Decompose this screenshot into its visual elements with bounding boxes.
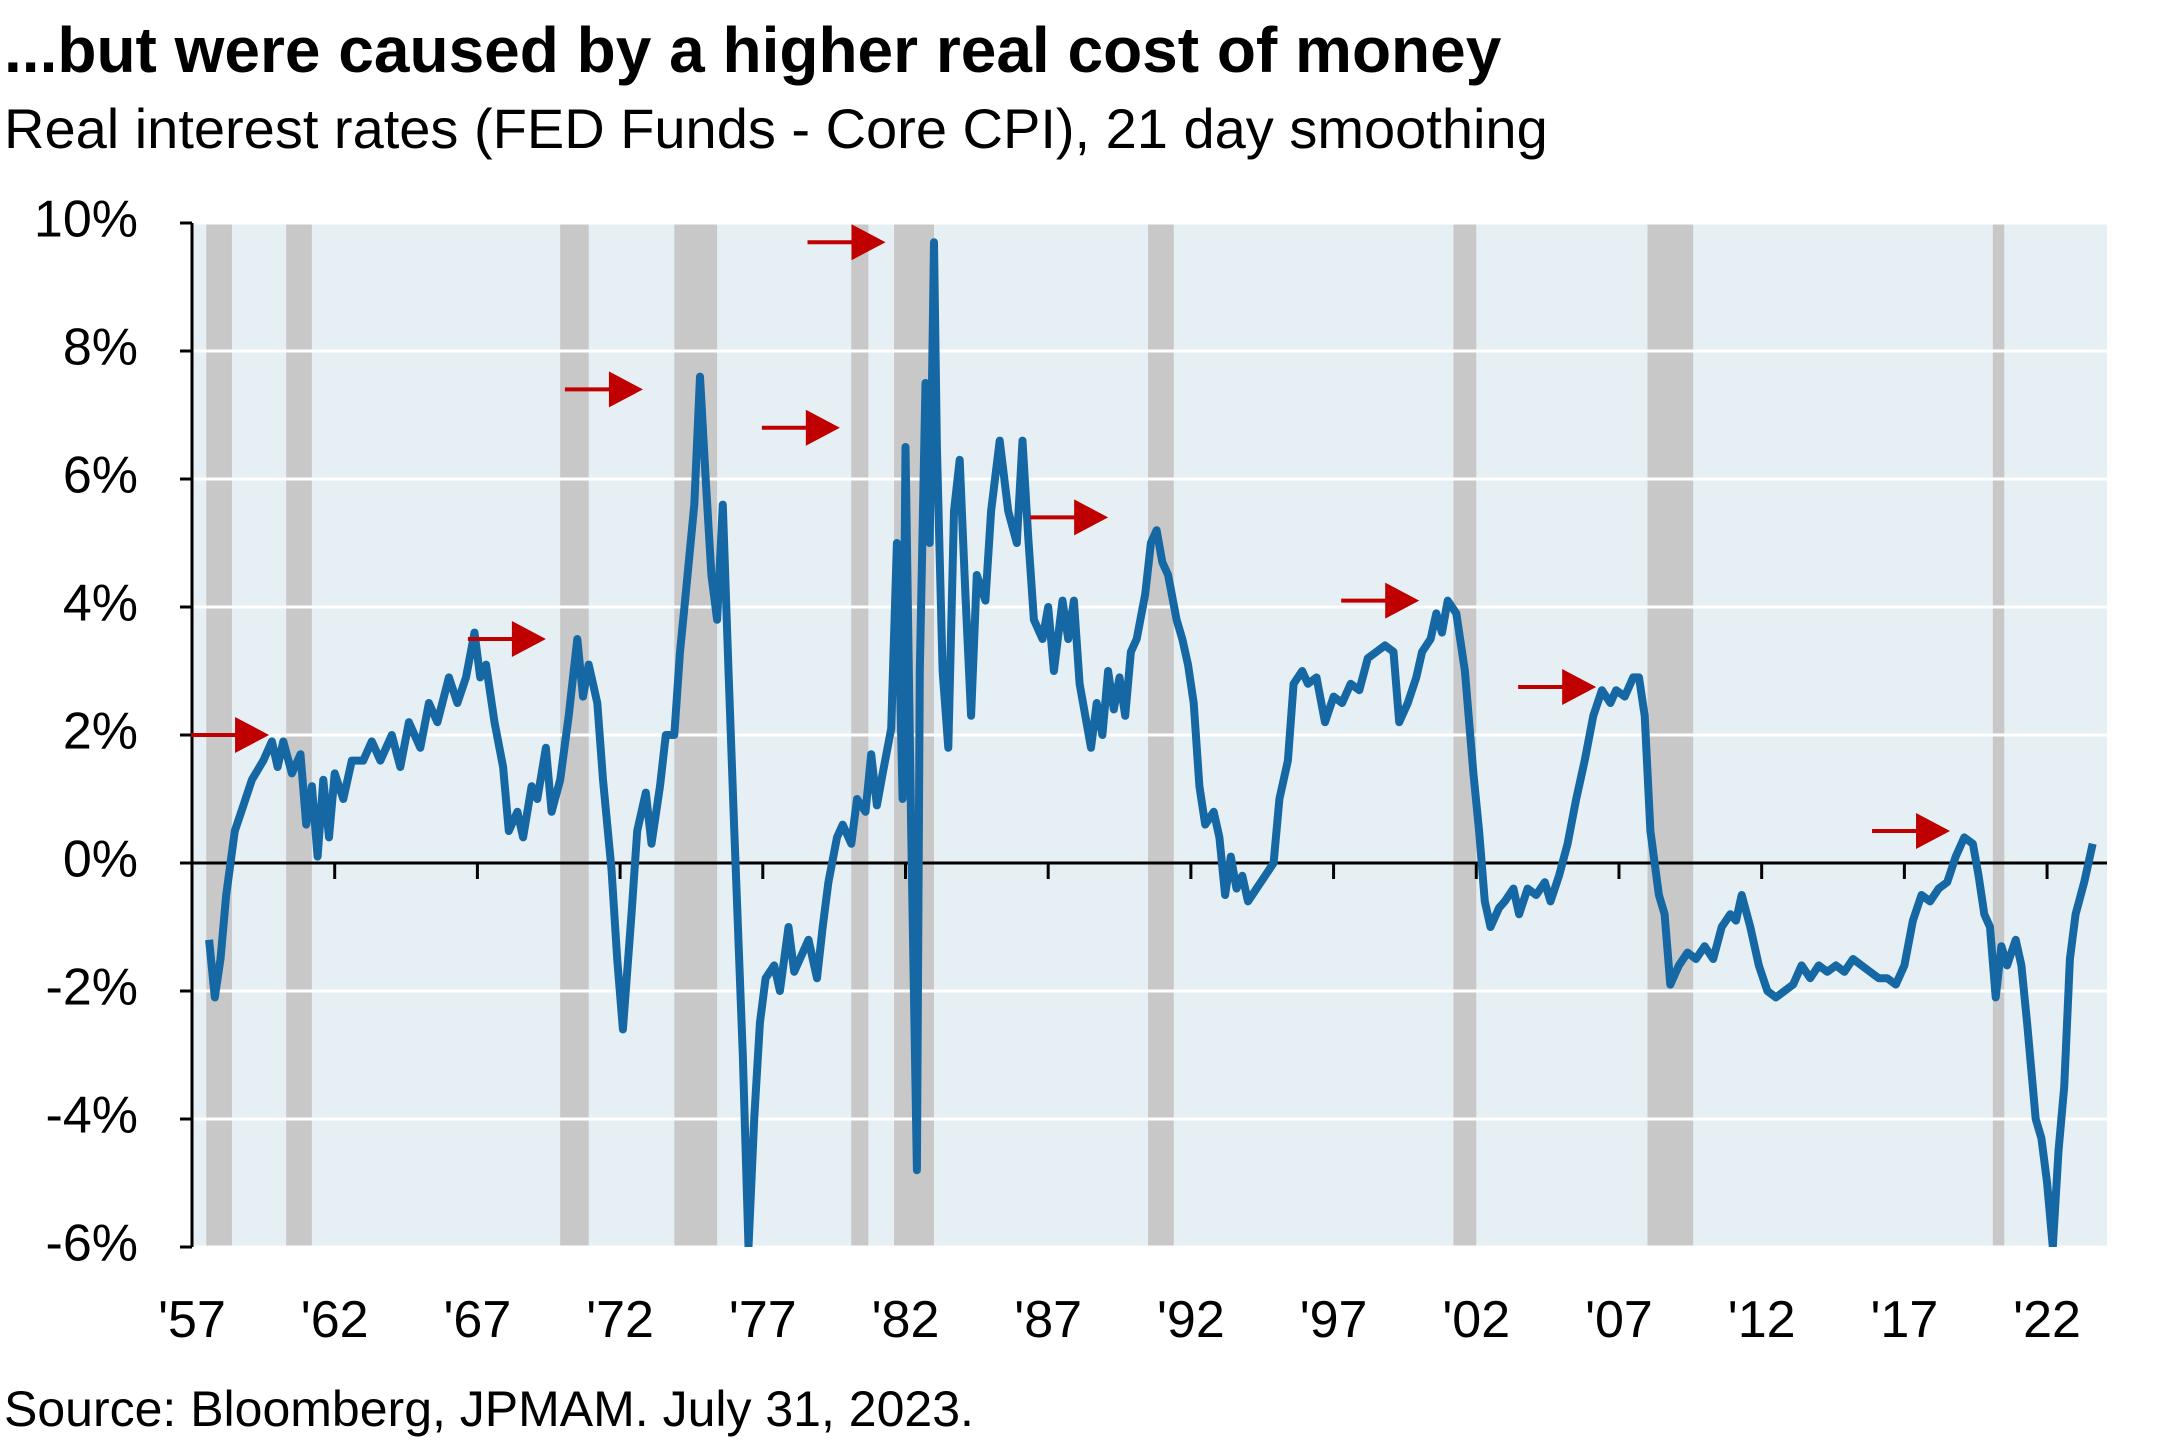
peak-arrow [1341, 582, 1420, 619]
x-tick-label: '07 [1585, 1291, 1653, 1349]
chart-title: ...but were caused by a higher real cost… [4, 14, 1502, 86]
arrow-head [1562, 669, 1597, 705]
y-tick-label: 2% [63, 703, 138, 761]
y-tick-label: 6% [63, 447, 138, 505]
peak-arrow [1872, 813, 1951, 849]
peak-arrow [191, 717, 270, 753]
arrow-head [851, 224, 886, 261]
y-tick-label: -2% [46, 959, 138, 1017]
x-tick-label: '02 [1442, 1291, 1510, 1349]
y-tick-label: -6% [46, 1215, 138, 1273]
x-tick-label: '97 [1300, 1291, 1368, 1349]
y-tick-label: 0% [63, 831, 138, 889]
peak-arrow [807, 224, 886, 261]
y-tick-label: -4% [46, 1087, 138, 1145]
x-tick-label: '22 [2013, 1291, 2081, 1349]
arrow-head [1916, 813, 1951, 849]
arrow-head [1385, 582, 1420, 619]
peak-arrow [467, 621, 546, 657]
arrow-head [608, 371, 643, 408]
x-tick-label: '82 [872, 1291, 940, 1349]
arrow-head [1074, 499, 1109, 536]
arrow-head [511, 621, 546, 657]
x-tick-label: '57 [158, 1291, 226, 1349]
y-tick-label: 8% [63, 319, 138, 377]
data-line [205, 238, 2097, 1247]
x-tick-label: '62 [301, 1291, 369, 1349]
y-tick-label: 4% [63, 575, 138, 633]
source-note: Source: Bloomberg, JPMAM. July 31, 2023. [4, 1381, 974, 1437]
chart-subtitle: Real interest rates (FED Funds - Core CP… [4, 97, 1548, 160]
peak-arrow [564, 371, 643, 408]
arrow-head [235, 717, 270, 753]
peak-arrow [761, 409, 840, 446]
arrow-head [805, 409, 840, 446]
y-tick-label: 10% [34, 191, 138, 249]
x-tick-label: '12 [1728, 1291, 1796, 1349]
x-tick-label: '17 [1870, 1291, 1938, 1349]
peak-arrow [1030, 499, 1109, 536]
x-tick-label: '67 [444, 1291, 512, 1349]
x-tick-label: '92 [1157, 1291, 1225, 1349]
peak-arrow [1518, 669, 1597, 705]
x-tick-label: '87 [1014, 1291, 1082, 1349]
x-tick-label: '77 [729, 1291, 797, 1349]
x-tick-label: '72 [586, 1291, 654, 1349]
